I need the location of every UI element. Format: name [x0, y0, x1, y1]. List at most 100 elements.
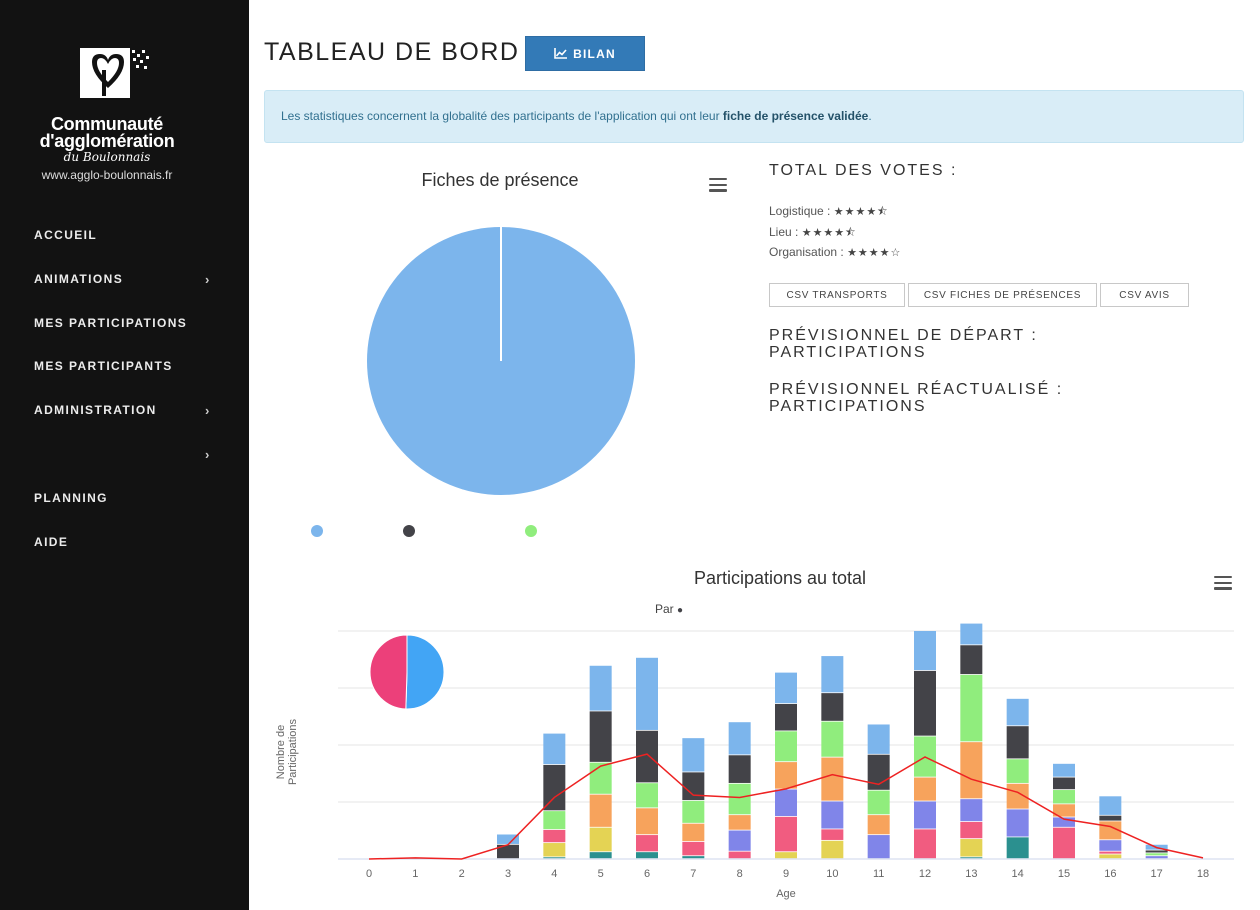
bar-segment[interactable] — [821, 840, 844, 859]
bar-segment[interactable] — [960, 742, 983, 799]
bar-segment[interactable] — [543, 843, 566, 857]
bar-segment[interactable] — [497, 834, 519, 844]
sidebar-item-accueil[interactable]: ACCUEIL — [0, 214, 249, 258]
sidebar-item-animations[interactable]: ANIMATIONS › — [0, 258, 249, 302]
bar-segment[interactable] — [1006, 837, 1029, 859]
bar-segment[interactable] — [728, 830, 751, 851]
bar-segment[interactable] — [867, 790, 890, 815]
csv-avis-button[interactable]: CSV AVIS — [1100, 283, 1189, 307]
bar-segment[interactable] — [775, 762, 797, 789]
bar-segment[interactable] — [775, 731, 797, 762]
bar-segment[interactable] — [914, 631, 936, 671]
bar-segment[interactable] — [775, 672, 797, 704]
bar-segment[interactable] — [821, 829, 844, 840]
bar-segment[interactable] — [636, 783, 658, 808]
bar-segment[interactable] — [682, 856, 705, 859]
bar-segment[interactable] — [960, 799, 983, 822]
bar-segment[interactable] — [821, 656, 844, 693]
bar-segment[interactable] — [1099, 840, 1122, 851]
bar-chart-menu-icon[interactable] — [1214, 576, 1232, 590]
bar-chart-legend[interactable]: Par ● — [655, 602, 683, 616]
bar-segment[interactable] — [914, 670, 936, 736]
bar-segment[interactable] — [914, 829, 936, 859]
inset-pie-slice[interactable] — [405, 634, 445, 710]
csv-transports-button[interactable]: CSV TRANSPORTS — [769, 283, 905, 307]
bar-segment[interactable] — [682, 800, 705, 823]
bar-segment[interactable] — [1053, 804, 1075, 817]
pie-chart-menu-icon[interactable] — [709, 178, 727, 192]
bar-segment[interactable] — [1145, 856, 1168, 859]
bar-segment[interactable] — [960, 674, 983, 742]
sidebar-item-aide[interactable]: AIDE — [0, 521, 249, 565]
bar-segment[interactable] — [867, 815, 890, 835]
bar-segment[interactable] — [543, 733, 566, 765]
bar-segment[interactable] — [728, 755, 751, 783]
bar-segment[interactable] — [960, 821, 983, 839]
sidebar-item-mes-participations[interactable]: MES PARTICIPATIONS — [0, 302, 249, 346]
bar-segment[interactable] — [682, 738, 705, 772]
bar-segment[interactable] — [821, 693, 844, 721]
bar-segment[interactable] — [728, 815, 751, 830]
bar-segment[interactable] — [1099, 851, 1122, 854]
bar-segment[interactable] — [1099, 796, 1122, 815]
bar-segment[interactable] — [1053, 763, 1075, 777]
bar-segment[interactable] — [867, 835, 890, 859]
sidebar-item-mes-participants[interactable]: MES PARTICIPANTS — [0, 345, 249, 389]
bar-segment[interactable] — [960, 839, 983, 857]
bar-segment[interactable] — [682, 823, 705, 842]
bar-segment[interactable] — [1006, 698, 1029, 726]
bar-segment[interactable] — [589, 665, 612, 711]
pie-legend-dot-1[interactable] — [311, 525, 323, 537]
bar-segment[interactable] — [1006, 759, 1029, 783]
bar-segment[interactable] — [960, 623, 983, 645]
bar-segment[interactable] — [1053, 817, 1075, 827]
bar-segment[interactable] — [589, 794, 612, 827]
bar-segment[interactable] — [821, 801, 844, 829]
bar-segment[interactable] — [728, 851, 751, 859]
bar-segment[interactable] — [1053, 827, 1075, 859]
bar-segment[interactable] — [543, 829, 566, 843]
bar-segment[interactable] — [589, 762, 612, 794]
bar-segment[interactable] — [589, 852, 612, 859]
pie-legend-dot-3[interactable] — [525, 525, 537, 537]
bar-segment[interactable] — [1006, 809, 1029, 837]
bar-segment[interactable] — [1006, 726, 1029, 759]
bar-segment[interactable] — [821, 757, 844, 801]
sidebar-item-unlabeled[interactable]: › — [0, 433, 249, 477]
bar-segment[interactable] — [543, 764, 566, 811]
bar-segment[interactable] — [775, 789, 797, 817]
bar-segment[interactable] — [1145, 850, 1168, 853]
bar-segment[interactable] — [543, 857, 566, 859]
bar-segment[interactable] — [636, 657, 658, 730]
bar-segment[interactable] — [1006, 783, 1029, 809]
bar-segment[interactable] — [914, 801, 936, 829]
bar-segment[interactable] — [636, 835, 658, 852]
bar-segment[interactable] — [914, 777, 936, 801]
bar-segment[interactable] — [543, 811, 566, 830]
bilan-button[interactable]: BILAN — [525, 36, 645, 71]
bar-segment[interactable] — [682, 841, 705, 856]
bar-segment[interactable] — [1099, 854, 1122, 859]
bar-segment[interactable] — [775, 852, 797, 859]
bar-segment[interactable] — [821, 721, 844, 757]
bar-segment[interactable] — [636, 852, 658, 859]
sidebar-item-planning[interactable]: PLANNING — [0, 477, 249, 521]
bar-segment[interactable] — [589, 827, 612, 852]
bar-segment[interactable] — [728, 722, 751, 755]
sidebar-item-administration[interactable]: ADMINISTRATION › — [0, 389, 249, 433]
bar-segment[interactable] — [636, 808, 658, 835]
pie-legend-dot-2[interactable] — [403, 525, 415, 537]
logo[interactable]: Communauté d'agglomération du Boulonnais… — [22, 44, 192, 194]
bar-segment[interactable] — [1145, 853, 1168, 856]
bar-segment[interactable] — [960, 857, 983, 859]
bar-segment[interactable] — [1099, 815, 1122, 821]
bar-segment[interactable] — [497, 844, 519, 859]
bar-segment[interactable] — [728, 783, 751, 815]
bar-segment[interactable] — [867, 724, 890, 754]
bar-segment[interactable] — [1053, 777, 1075, 790]
bar-segment[interactable] — [636, 730, 658, 783]
csv-fiches-button[interactable]: CSV FICHES DE PRÉSENCES — [908, 283, 1097, 307]
bar-segment[interactable] — [682, 772, 705, 801]
bar-segment[interactable] — [1053, 790, 1075, 804]
bar-segment[interactable] — [775, 816, 797, 852]
